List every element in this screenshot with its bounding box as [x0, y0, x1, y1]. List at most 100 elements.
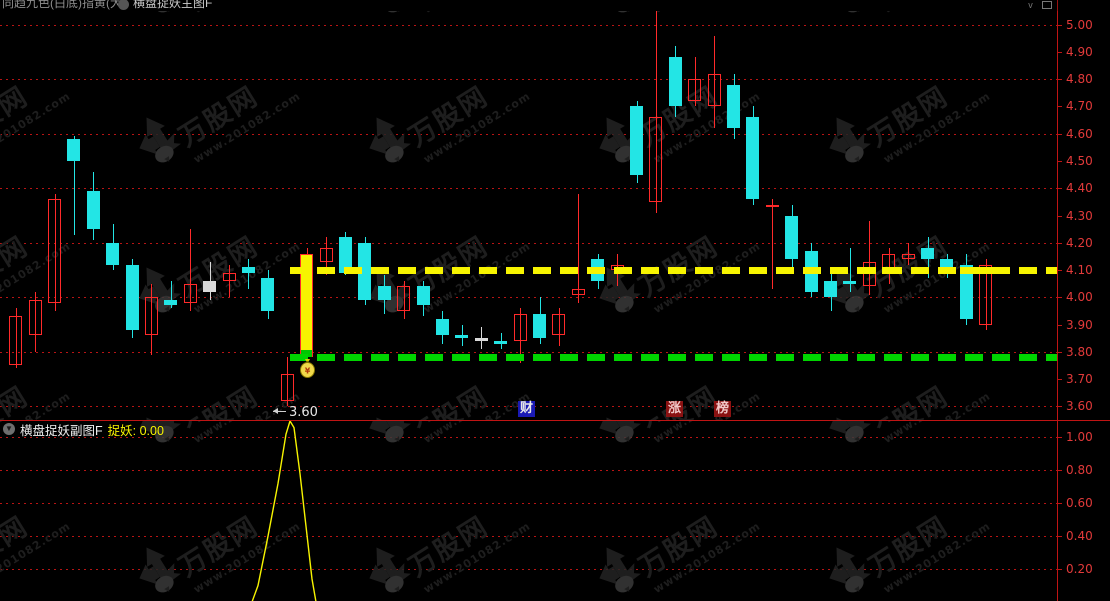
price-axis-tick-mark	[1058, 51, 1062, 53]
active-tab-label[interactable]: 横盘捉妖主图F	[133, 0, 213, 10]
price-axis-tick: 4.90	[1066, 44, 1093, 59]
watermark-bird-icon	[122, 399, 203, 420]
candle-body	[630, 106, 643, 175]
indicator-axis-tick: 0.20	[1066, 562, 1093, 577]
candle-wick	[404, 280, 405, 320]
price-axis-tick: 3.90	[1066, 317, 1093, 332]
candle-body	[960, 264, 973, 320]
candle-body	[126, 264, 139, 331]
candle-body	[67, 139, 80, 161]
indicator-gridline	[0, 437, 1057, 439]
candle-wick	[171, 280, 172, 309]
price-axis-tick: 4.80	[1066, 72, 1093, 87]
watermark-bird-icon	[812, 399, 893, 420]
candle-wick	[74, 136, 75, 235]
candle-body	[688, 79, 701, 101]
candle-wick	[695, 57, 696, 107]
price-axis-tick-mark	[1058, 270, 1062, 272]
candle-body	[203, 280, 216, 292]
indicator-gridline	[0, 569, 1057, 571]
candle-wick	[772, 199, 773, 290]
candle-body	[417, 286, 430, 306]
price-axis-tick: 3.80	[1066, 344, 1093, 359]
watermark-fragment-bang: 榜	[714, 401, 732, 417]
candle-body	[785, 215, 798, 260]
candle-wick	[578, 193, 579, 303]
candle-body	[29, 300, 42, 336]
candle-body	[708, 73, 721, 107]
candle-body	[552, 313, 565, 336]
price-axis-tick-mark	[1058, 106, 1062, 108]
price-axis-tick-mark	[1058, 242, 1062, 244]
price-axis-tick: 3.60	[1066, 399, 1093, 414]
price-axis-tick: 4.20	[1066, 235, 1093, 250]
candle-body	[766, 204, 779, 208]
candle-body	[261, 278, 274, 311]
support-line	[290, 354, 1057, 362]
price-axis-tick-mark	[1058, 406, 1062, 408]
candle-body	[843, 280, 856, 284]
candle-wick	[287, 357, 288, 407]
indicator-axis-tick-mark	[1058, 536, 1062, 538]
candle-body	[242, 267, 255, 273]
candle-wick	[210, 261, 211, 301]
minimize-icon[interactable]: v	[1028, 0, 1033, 10]
price-axis-tick-mark	[1058, 324, 1062, 326]
watermark-bird-icon	[352, 99, 433, 179]
candle-wick	[520, 308, 521, 363]
candle-wick	[151, 283, 152, 355]
candle-wick	[190, 229, 191, 311]
watermark-bird-icon	[352, 399, 433, 420]
gridline	[0, 351, 1057, 353]
gridline	[0, 297, 1057, 299]
watermark-fragment-zhang: 涨	[666, 401, 684, 417]
price-axis-tick: 4.30	[1066, 208, 1093, 223]
indicator-value: 捉妖: 0.00	[107, 423, 164, 438]
price-axis-tick: 4.40	[1066, 181, 1093, 196]
watermark-bird-icon	[352, 11, 433, 29]
candle-wick	[229, 264, 230, 298]
indicator-name: 横盘捉妖副图F	[20, 423, 103, 438]
indicator-axis-tick-mark	[1058, 503, 1062, 505]
low-price-label: 3.60	[289, 405, 318, 420]
indicator-pane[interactable]: 万股网 www.201082.com 万股网 www.201082.com 万股网 www…	[0, 420, 1057, 601]
money-bag-icon: ¥	[299, 359, 316, 378]
watermark-bird-icon	[1042, 249, 1057, 329]
gridline	[0, 242, 1057, 244]
gridline	[0, 133, 1057, 135]
price-axis-tick-mark	[1058, 79, 1062, 81]
indicator-legend[interactable]: ▼ 横盘捉妖副图F 捉妖: 0.00	[0, 421, 164, 438]
chevron-down-icon[interactable]: ▼	[3, 423, 15, 435]
candle-body	[48, 199, 61, 303]
candle-body	[339, 237, 352, 273]
candle-wick	[559, 308, 560, 347]
candle-wick	[35, 291, 36, 352]
candle-body	[320, 248, 333, 262]
candle-body	[921, 248, 934, 260]
candle-body	[164, 300, 177, 306]
indicator-line-series	[251, 421, 317, 601]
price-axis: 5.00 4.90 4.80 4.70 4.60 4.50 4.40 4.30 4.20 4.10…	[1057, 11, 1110, 420]
price-chart-pane[interactable]: 万股网 www.201082.com 万股网 www.201082.com 万股网 www…	[0, 11, 1057, 420]
watermark-bird-icon	[582, 399, 663, 420]
indicator-gridline	[0, 470, 1057, 472]
candle-body	[184, 283, 197, 303]
price-axis-tick-mark	[1058, 297, 1062, 299]
candle-body	[572, 289, 585, 295]
indicator-axis: 1.00 0.80 0.60 0.40 0.20	[1057, 420, 1110, 601]
candle-body	[475, 338, 488, 341]
candle-wick	[869, 220, 870, 295]
candle-body	[378, 286, 391, 301]
candle-wick	[714, 35, 715, 129]
maximize-icon[interactable]	[1042, 1, 1052, 9]
price-axis-tick: 5.00	[1066, 17, 1093, 32]
watermark-fragment-cai: 财	[518, 401, 536, 417]
window-title-bar: 同趋九色(白底)指黄(大) 横盘捉妖主图F v	[0, 0, 1110, 11]
